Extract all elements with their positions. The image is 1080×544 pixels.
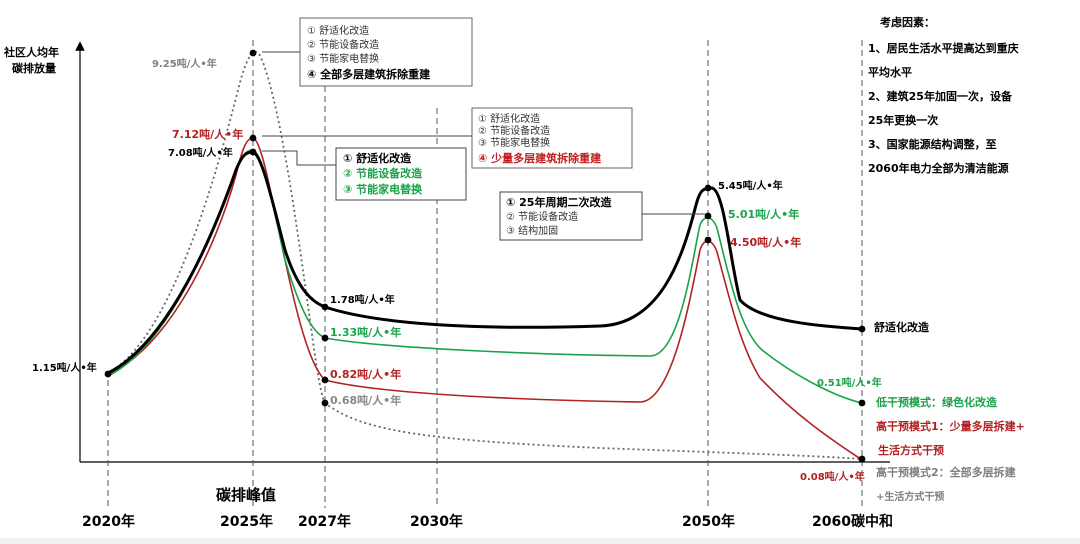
x-tick-2060: 2060碳中和 (812, 513, 893, 530)
label-2050-red: 4.50吨/人•年 (730, 235, 801, 249)
end-label-red-2: 生活方式干预 (878, 443, 944, 457)
data-point-series-3-2025 (249, 49, 257, 57)
data-point-series-0-2060 (858, 325, 866, 333)
annotation-1-item-1: ① 舒适化改造 (307, 24, 369, 37)
series-line-gray (107, 50, 863, 460)
annotation-1-item-4: ④ 全部多层建筑拆除重建 (307, 67, 431, 81)
series-line-red (107, 137, 863, 461)
x-sublabel-peak: 碳排峰值 (216, 486, 276, 504)
annotation-1-item-2: ② 节能设备改造 (307, 38, 379, 51)
data-point-series-2-2027 (321, 376, 329, 384)
data-point-series-0-2027 (321, 303, 329, 311)
data-point-series-0-2025 (249, 148, 257, 156)
data-point-series-2-2050 (704, 236, 712, 244)
y-axis-label-line-1: 社区人均年 (3, 45, 59, 59)
data-point-series-1-2027 (321, 334, 329, 342)
series-line-black (107, 150, 863, 375)
x-tick-2030: 2030年 (410, 513, 463, 530)
label-2025-red: 7.12吨/人•年 (172, 127, 243, 141)
data-point-series-2-2060 (858, 455, 866, 463)
bottom-strip (0, 538, 1080, 544)
label-2050-black: 5.45吨/人•年 (718, 179, 783, 192)
annotation-3-item-1: ① 舒适化改造 (478, 112, 540, 125)
annotation-2-item-1: ① 舒适化改造 (343, 151, 412, 165)
considerations-panel: 考虑因素： 1、居民生活水平提高达到重庆 平均水平 2、建筑25年加固一次，设备… (868, 15, 1019, 175)
label-2025-gray: 9.25吨/人•年 (152, 57, 217, 70)
label-2020-black: 1.15吨/人•年 (32, 361, 97, 374)
data-point-series-0-2020 (104, 370, 112, 378)
data-point-series-2-2025 (249, 134, 257, 142)
considerations-line-4: 25年更换一次 (868, 113, 938, 127)
data-markers (104, 49, 866, 463)
end-label-green: 低干预模式：绿色化改造 (875, 395, 998, 409)
annotation-box-1: ① 舒适化改造 ② 节能设备改造 ③ 节能家电替换 ④ 全部多层建筑拆除重建 (262, 17, 473, 87)
y-axis-label-line-2: 碳排放量 (12, 61, 56, 75)
end-label-black: 舒适化改造 (874, 320, 930, 334)
considerations-line-5: 3、国家能源结构调整，至 (868, 137, 997, 151)
vertical-guides (107, 40, 863, 508)
annotation-3-item-2: ② 节能设备改造 (478, 124, 550, 137)
label-2050-green: 5.01吨/人•年 (728, 207, 799, 221)
considerations-line-3: 2、建筑25年加固一次，设备 (868, 89, 1013, 103)
data-point-series-1-2050 (704, 212, 712, 220)
annotation-4-item-2: ② 节能设备改造 (506, 210, 578, 223)
annotation-box-3: ① 舒适化改造 ② 节能设备改造 ③ 节能家电替换 ④ 少量多层建筑拆除重建 (262, 107, 633, 169)
annotation-4-item-3: ③ 结构加固 (506, 224, 558, 237)
annotation-1-item-3: ③ 节能家电替换 (307, 52, 379, 65)
label-2060-red: 0.08吨/人•年 (800, 470, 865, 483)
end-label-red-1: 高干预模式1：少量多层拆建+ (876, 419, 1025, 433)
annotation-box-4: ① 25年周期二次改造 ② 节能设备改造 ③ 结构加固 (499, 191, 705, 241)
annotation-3-item-4: ④ 少量多层建筑拆除重建 (478, 151, 602, 165)
considerations-line-6: 2060年电力全部为清洁能源 (868, 161, 1009, 175)
data-point-series-1-2060 (858, 399, 866, 407)
considerations-line-2: 平均水平 (868, 65, 912, 79)
label-2027-black: 1.78吨/人•年 (330, 293, 395, 306)
x-tick-2025: 2025年 (220, 513, 273, 530)
annotation-2-item-2: ② 节能设备改造 (343, 166, 423, 180)
data-point-series-3-2027 (321, 399, 329, 407)
label-2025-black: 7.08吨/人•年 (168, 146, 233, 159)
annotation-3-item-3: ③ 节能家电替换 (478, 136, 550, 149)
end-label-gray-2: +生活方式干预 (876, 490, 944, 503)
annotation-box-2: ① 舒适化改造 ② 节能设备改造 ③ 节能家电替换 (262, 147, 467, 201)
x-tick-2020: 2020年 (82, 513, 135, 530)
label-2027-gray: 0.68吨/人•年 (330, 393, 401, 407)
considerations-title: 考虑因素： (880, 15, 935, 29)
annotation-2-item-3: ③ 节能家电替换 (343, 182, 423, 196)
annotation-4-item-1: ① 25年周期二次改造 (506, 195, 612, 209)
data-point-series-0-2050 (704, 184, 712, 192)
considerations-line-1: 1、居民生活水平提高达到重庆 (868, 41, 1019, 55)
x-tick-2050: 2050年 (682, 513, 735, 530)
label-2027-green: 1.33吨/人•年 (330, 325, 401, 339)
label-2027-red: 0.82吨/人•年 (330, 367, 401, 381)
label-2060-green: 0.51吨/人•年 (817, 376, 882, 389)
x-tick-2027: 2027年 (298, 513, 351, 530)
end-label-gray-1: 高干预模式2：全部多层拆建 (876, 465, 1017, 479)
